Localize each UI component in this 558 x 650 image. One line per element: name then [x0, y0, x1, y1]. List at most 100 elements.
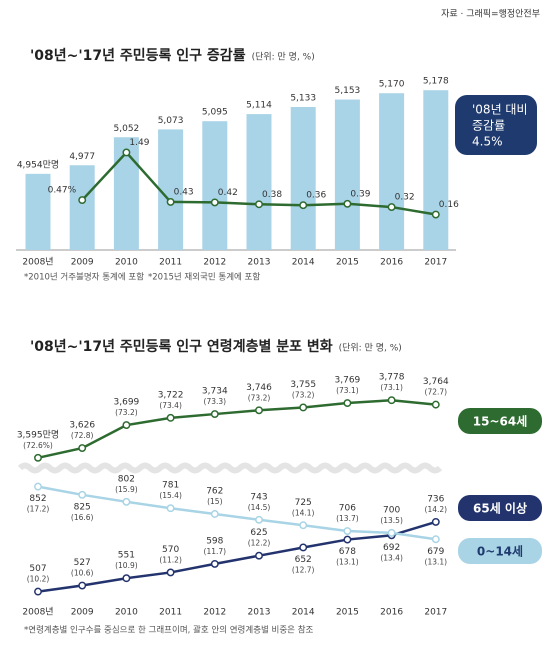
- x-tick-label: 2012: [203, 258, 226, 268]
- point: [166, 197, 175, 206]
- value-label: 678: [339, 547, 356, 557]
- x-tick-label: 2016: [380, 608, 403, 618]
- x-tick-label: 2013: [248, 258, 271, 268]
- share-label: (14.2): [425, 505, 448, 514]
- value-label: 679: [427, 547, 444, 557]
- x-tick-label: 2015: [336, 258, 359, 268]
- point: [166, 413, 175, 422]
- value-label: 5,095: [202, 108, 228, 118]
- value-label: 598: [206, 536, 223, 546]
- value-label: 5,170: [379, 80, 405, 90]
- value-label: 5,178: [423, 77, 449, 87]
- value-label: 5,073: [158, 116, 184, 126]
- value-label: 706: [339, 504, 356, 514]
- value-label: 5,133: [290, 94, 316, 104]
- share-label: (10.6): [71, 569, 94, 578]
- x-tick-label: 2017: [424, 258, 447, 268]
- share-label: (13.4): [380, 553, 403, 562]
- point: [387, 396, 396, 405]
- point: [210, 559, 219, 568]
- point: [210, 198, 219, 207]
- legend-box: [458, 495, 542, 521]
- value-label: 700: [383, 505, 400, 515]
- value-label: 743: [250, 492, 267, 502]
- point: [343, 199, 352, 208]
- share-label: (73.2): [115, 408, 138, 417]
- share-label: (14.1): [292, 508, 315, 517]
- bar: [290, 107, 316, 250]
- point: [34, 453, 42, 462]
- value-label: 0.38: [262, 190, 282, 200]
- point: [343, 535, 352, 544]
- value-label: 852: [29, 494, 46, 504]
- x-tick-label: 2010: [115, 258, 138, 268]
- value-label: 3,764: [423, 377, 449, 387]
- point: [210, 510, 219, 518]
- share-label: (15.4): [159, 491, 182, 500]
- unit-label: (단위: 만 명, %): [252, 52, 315, 63]
- point: [78, 581, 87, 590]
- value-label: 3,746: [246, 383, 272, 393]
- value-label: 736: [427, 494, 444, 504]
- share-label: (73.1): [380, 383, 403, 392]
- value-label: 825: [74, 502, 91, 512]
- chart-title: '08년~'17년 주민등록 인구 증감률: [30, 47, 246, 64]
- point: [166, 568, 175, 577]
- x-tick-label: 2009: [71, 258, 94, 268]
- point: [78, 444, 87, 453]
- share-label: (13.5): [380, 516, 403, 525]
- value-label: 692: [383, 543, 400, 553]
- value-label: 0.39: [350, 189, 370, 199]
- value-label: 3,595만명: [17, 429, 59, 440]
- value-label: 0.16: [439, 200, 459, 210]
- value-label: 4,954만명: [17, 159, 59, 170]
- share-label: (13.7): [336, 514, 359, 523]
- share-label: (15.9): [115, 485, 138, 494]
- point: [122, 421, 131, 430]
- share-label: (72.7): [425, 388, 448, 397]
- legend-box: [458, 408, 542, 434]
- point: [431, 210, 440, 219]
- point: [166, 504, 175, 513]
- badge: [455, 95, 537, 155]
- x-tick-label: 2010: [115, 608, 138, 618]
- share-label: (12.7): [292, 565, 315, 574]
- value-label: 3,734: [202, 387, 228, 397]
- value-label: 5,052: [114, 124, 140, 134]
- badge-text: '08년 대비: [472, 103, 528, 117]
- value-label: 3,755: [290, 380, 316, 390]
- share-label: (10.9): [115, 561, 138, 570]
- value-label: 5,153: [335, 86, 361, 96]
- legend-label: 65세 이상: [473, 501, 527, 516]
- point: [387, 528, 396, 537]
- x-tick-label: 2011: [159, 258, 182, 268]
- value-label: 762: [206, 487, 223, 497]
- share-label: (14.5): [248, 503, 271, 512]
- x-tick-label: 2008년: [22, 257, 53, 268]
- unit-label: (단위: 만 명, %): [339, 343, 402, 354]
- point: [255, 406, 263, 415]
- value-label: 0.42: [218, 188, 238, 198]
- bar: [379, 93, 405, 250]
- badge-text: 4.5%: [472, 135, 503, 149]
- note: *2015년 재외국민 통계에 포함: [148, 272, 260, 283]
- point: [255, 200, 263, 209]
- point: [299, 521, 308, 530]
- point: [255, 515, 263, 524]
- x-tick-label: 2009: [71, 608, 94, 618]
- share-label: (73.3): [204, 397, 227, 406]
- chart-title: '08년~'17년 주민등록 인구 연령계층별 분포 변화: [30, 338, 333, 355]
- bar: [246, 114, 272, 251]
- x-tick-label: 2014: [292, 258, 315, 268]
- point: [431, 400, 440, 409]
- note: *연령계층별 인구수를 중심으로 한 그래프이며, 괄호 안의 연령계층별 비중…: [24, 625, 314, 636]
- x-tick-label: 2016: [380, 258, 403, 268]
- point: [122, 497, 131, 506]
- value-label: 4,977: [69, 152, 95, 162]
- legend-label: 15~64세: [473, 414, 528, 429]
- value-label: 1.49: [129, 138, 149, 148]
- axis-break: [17, 462, 443, 474]
- note: *2010년 거주불명자 통계에 포함: [24, 272, 144, 283]
- bar: [423, 90, 449, 250]
